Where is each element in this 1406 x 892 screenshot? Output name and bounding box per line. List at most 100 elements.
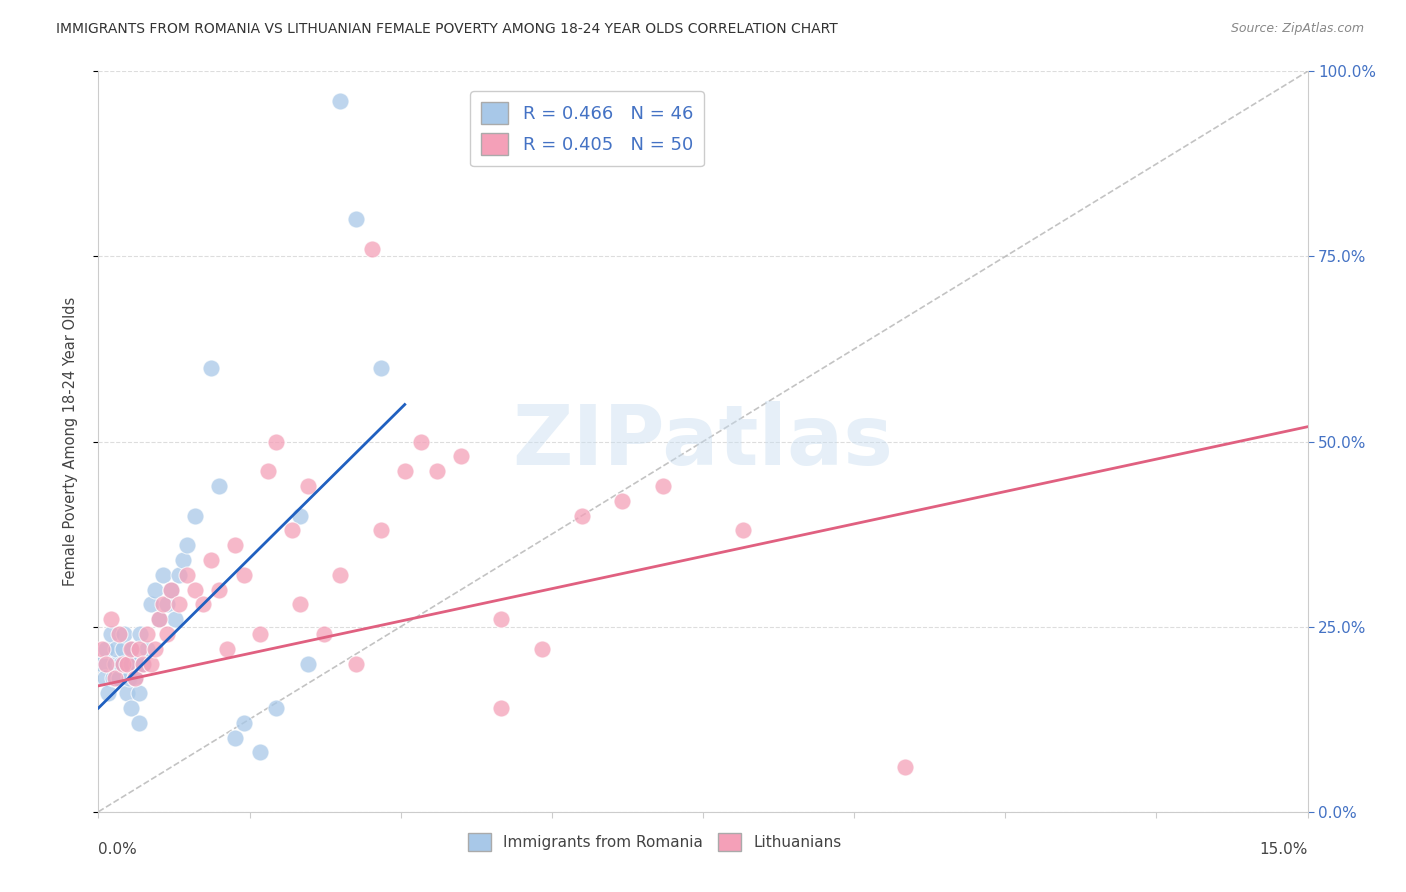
Text: Source: ZipAtlas.com: Source: ZipAtlas.com xyxy=(1230,22,1364,36)
Point xyxy=(288,598,311,612)
Point xyxy=(200,360,222,375)
Point xyxy=(97,686,120,700)
Point xyxy=(156,598,179,612)
Point xyxy=(143,582,166,597)
Point xyxy=(208,582,231,597)
Point xyxy=(103,657,125,671)
Point xyxy=(297,479,319,493)
Point xyxy=(200,553,222,567)
Point xyxy=(426,464,449,478)
Point xyxy=(167,567,190,582)
Point xyxy=(651,479,673,493)
Point xyxy=(143,641,166,656)
Point xyxy=(148,612,170,626)
Text: IMMIGRANTS FROM ROMANIA VS LITHUANIAN FEMALE POVERTY AMONG 18-24 YEAR OLDS CORRE: IMMIGRANTS FROM ROMANIA VS LITHUANIAN FE… xyxy=(56,22,838,37)
Point xyxy=(107,672,129,686)
Point xyxy=(160,582,183,597)
Point xyxy=(344,657,367,671)
Point xyxy=(329,94,352,108)
Point xyxy=(132,657,155,671)
Point xyxy=(152,567,174,582)
Point xyxy=(184,508,207,523)
Point xyxy=(160,582,183,597)
Text: ZIPatlas: ZIPatlas xyxy=(513,401,893,482)
Point xyxy=(361,242,384,256)
Point xyxy=(217,641,239,656)
Point xyxy=(135,641,157,656)
Text: 15.0%: 15.0% xyxy=(1260,842,1308,857)
Point xyxy=(409,434,432,449)
Point xyxy=(100,612,122,626)
Point xyxy=(96,657,118,671)
Point xyxy=(172,553,194,567)
Point xyxy=(91,657,114,671)
Point xyxy=(288,508,311,523)
Point xyxy=(127,657,149,671)
Legend: Immigrants from Romania, Lithuanians: Immigrants from Romania, Lithuanians xyxy=(461,827,848,857)
Point xyxy=(733,524,755,538)
Point xyxy=(232,715,254,730)
Point xyxy=(264,434,287,449)
Point xyxy=(491,701,513,715)
Point xyxy=(129,627,152,641)
Point xyxy=(111,641,134,656)
Point xyxy=(120,701,142,715)
Point xyxy=(118,672,141,686)
Point xyxy=(128,641,150,656)
Point xyxy=(329,567,352,582)
Point xyxy=(281,524,304,538)
Point xyxy=(256,464,278,478)
Point xyxy=(120,657,142,671)
Point xyxy=(96,641,118,656)
Point xyxy=(184,582,207,597)
Point xyxy=(128,686,150,700)
Point xyxy=(115,686,138,700)
Point xyxy=(111,657,134,671)
Point xyxy=(249,627,271,641)
Point xyxy=(121,641,143,656)
Point xyxy=(612,493,634,508)
Text: 0.0%: 0.0% xyxy=(98,842,138,857)
Point xyxy=(264,701,287,715)
Point xyxy=(571,508,593,523)
Point xyxy=(314,627,336,641)
Point xyxy=(167,598,190,612)
Point xyxy=(893,760,915,774)
Point xyxy=(249,746,271,760)
Point xyxy=(530,641,553,656)
Point xyxy=(370,360,392,375)
Point xyxy=(208,479,231,493)
Point xyxy=(115,657,138,671)
Point xyxy=(394,464,416,478)
Point xyxy=(224,538,246,552)
Point xyxy=(232,567,254,582)
Point xyxy=(224,731,246,745)
Point xyxy=(101,672,124,686)
Point xyxy=(193,598,215,612)
Point xyxy=(139,657,162,671)
Point xyxy=(107,627,129,641)
Y-axis label: Female Poverty Among 18-24 Year Olds: Female Poverty Among 18-24 Year Olds xyxy=(63,297,77,586)
Point xyxy=(163,612,186,626)
Point xyxy=(148,612,170,626)
Point xyxy=(370,524,392,538)
Point xyxy=(135,627,157,641)
Point xyxy=(124,672,146,686)
Point xyxy=(124,672,146,686)
Point xyxy=(176,567,198,582)
Point xyxy=(105,641,128,656)
Point xyxy=(110,657,132,671)
Point xyxy=(139,598,162,612)
Point xyxy=(91,641,114,656)
Point xyxy=(344,212,367,227)
Point xyxy=(94,672,117,686)
Point xyxy=(152,598,174,612)
Point xyxy=(103,672,125,686)
Point xyxy=(132,657,155,671)
Point xyxy=(297,657,319,671)
Point xyxy=(156,627,179,641)
Point xyxy=(176,538,198,552)
Point xyxy=(128,715,150,730)
Point xyxy=(112,627,135,641)
Point xyxy=(120,641,142,656)
